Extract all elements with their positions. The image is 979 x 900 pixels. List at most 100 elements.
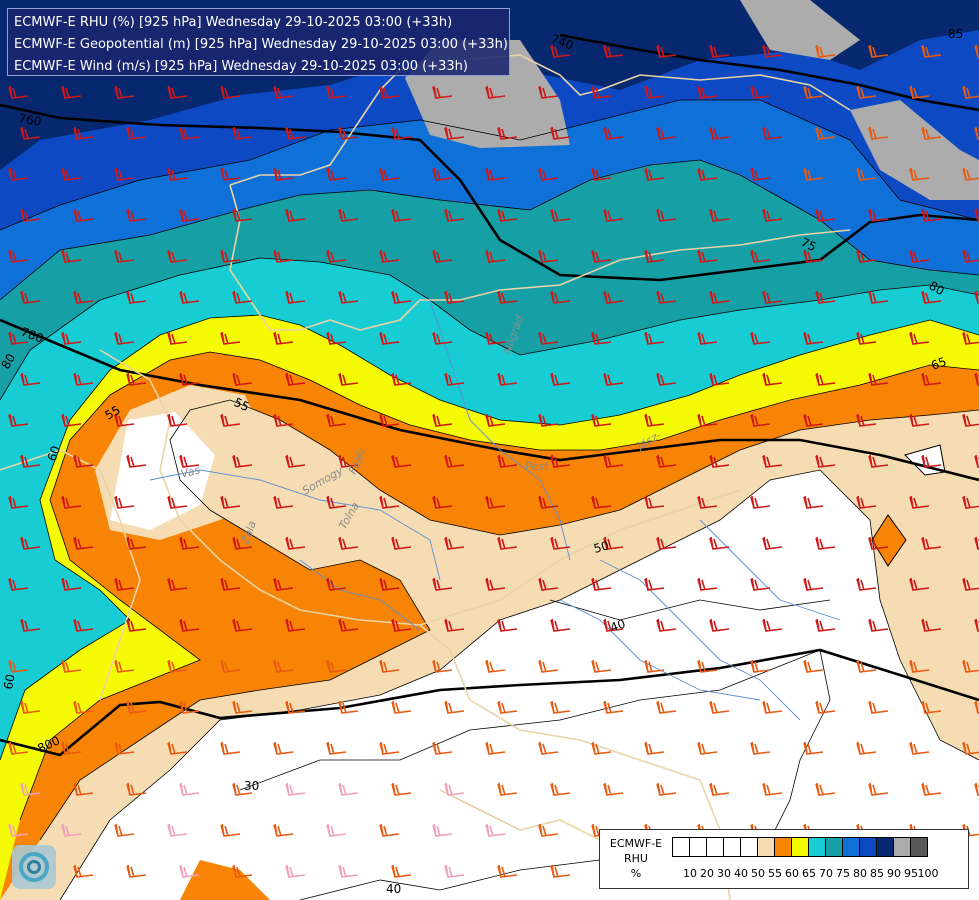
wind-barb — [285, 782, 306, 796]
wind-barb — [909, 85, 930, 99]
wind-barb — [285, 864, 306, 878]
wind-barb — [61, 659, 82, 673]
wind-barb — [432, 413, 453, 427]
wind-barb — [550, 700, 571, 714]
wind-barb — [656, 536, 677, 550]
wind-barb — [974, 372, 979, 386]
wind-barb — [179, 372, 200, 386]
wind-barb — [709, 372, 730, 386]
wind-barb — [179, 618, 200, 632]
wind-barb — [8, 823, 29, 837]
wind-barb — [815, 372, 836, 386]
wind-barb — [379, 85, 400, 99]
geopotential-contours — [0, 33, 979, 757]
wind-barb — [179, 536, 200, 550]
wind-barb — [697, 85, 718, 99]
wind-barb — [921, 782, 942, 796]
wind-barb — [697, 249, 718, 263]
wind-barb — [644, 85, 665, 99]
wind-barb — [497, 208, 518, 222]
wind-barb — [73, 290, 94, 304]
legend-swatch — [876, 837, 894, 857]
wind-barb — [20, 536, 41, 550]
wind-barb — [921, 618, 942, 632]
wind-barb — [8, 495, 29, 509]
wind-barb — [803, 85, 824, 99]
rhu-label: 30 — [244, 779, 259, 793]
wind-barb — [497, 126, 518, 140]
wind-barb — [273, 659, 294, 673]
title-wind: ECMWF-E Wind (m/s) [925 hPa] Wednesday 2… — [14, 59, 468, 74]
wind-barb — [591, 249, 612, 263]
wind-barb — [856, 85, 877, 99]
wind-barb — [432, 85, 453, 99]
wind-barb — [167, 823, 188, 837]
legend-swatch — [825, 837, 843, 857]
legend-tick-label: 70 — [819, 867, 833, 880]
legend-tick-label: 100 — [917, 867, 939, 880]
wind-barb — [73, 208, 94, 222]
wind-barb — [444, 454, 465, 468]
wind-barb — [603, 454, 624, 468]
wind-barb — [603, 536, 624, 550]
wind-barb — [432, 249, 453, 263]
wind-barb — [550, 536, 571, 550]
wind-barb — [379, 331, 400, 345]
wind-barb — [962, 659, 979, 673]
wind-barb — [220, 167, 241, 181]
wind-barb — [391, 700, 412, 714]
wind-barb — [856, 577, 877, 591]
wind-barb — [432, 331, 453, 345]
wind-barb — [974, 700, 979, 714]
wind-barb — [444, 208, 465, 222]
legend-tick-label: 95 — [904, 867, 918, 880]
wind-barb — [220, 331, 241, 345]
wind-barb — [815, 454, 836, 468]
wind-barb — [285, 372, 306, 386]
rhu-label: 80 — [927, 278, 947, 298]
wind-barb — [126, 372, 147, 386]
wind-barb — [444, 700, 465, 714]
wind-barb — [485, 331, 506, 345]
wind-barb — [603, 208, 624, 222]
wind-barb — [220, 495, 241, 509]
wind-barb — [232, 126, 253, 140]
geopotential-label-760: 760 — [17, 111, 42, 129]
wind-barb — [126, 290, 147, 304]
wind-barb — [909, 331, 930, 345]
wind-barb — [432, 577, 453, 591]
wind-barb — [338, 454, 359, 468]
wind-barb — [550, 126, 571, 140]
wind-barb — [497, 454, 518, 468]
ecmwf-logo-icon — [12, 845, 56, 889]
wind-barb — [856, 495, 877, 509]
wind-barb — [974, 44, 979, 58]
wind-barb — [538, 85, 559, 99]
wind-barb — [762, 536, 783, 550]
wind-barb — [856, 741, 877, 755]
wind-barb — [538, 577, 559, 591]
wind-barb — [326, 495, 347, 509]
legend-title: ECMWF-E RHU % — [604, 836, 668, 881]
wind-barb — [815, 126, 836, 140]
wind-barb — [644, 577, 665, 591]
wind-barb — [20, 208, 41, 222]
wind-barb — [603, 372, 624, 386]
wind-barb — [750, 85, 771, 99]
wind-barb — [61, 85, 82, 99]
wind-barb — [974, 290, 979, 304]
wind-barb — [20, 290, 41, 304]
wind-barb — [326, 85, 347, 99]
wind-barb — [909, 249, 930, 263]
wind-barb — [803, 249, 824, 263]
wind-barb — [803, 167, 824, 181]
wind-barb — [538, 741, 559, 755]
wind-barb — [61, 167, 82, 181]
wind-barb — [391, 372, 412, 386]
wind-barb — [485, 577, 506, 591]
wind-barb — [868, 208, 889, 222]
wind-barb — [974, 618, 979, 632]
wind-barb — [273, 85, 294, 99]
wind-barb — [285, 454, 306, 468]
legend-title-model: ECMWF-E — [609, 837, 663, 850]
